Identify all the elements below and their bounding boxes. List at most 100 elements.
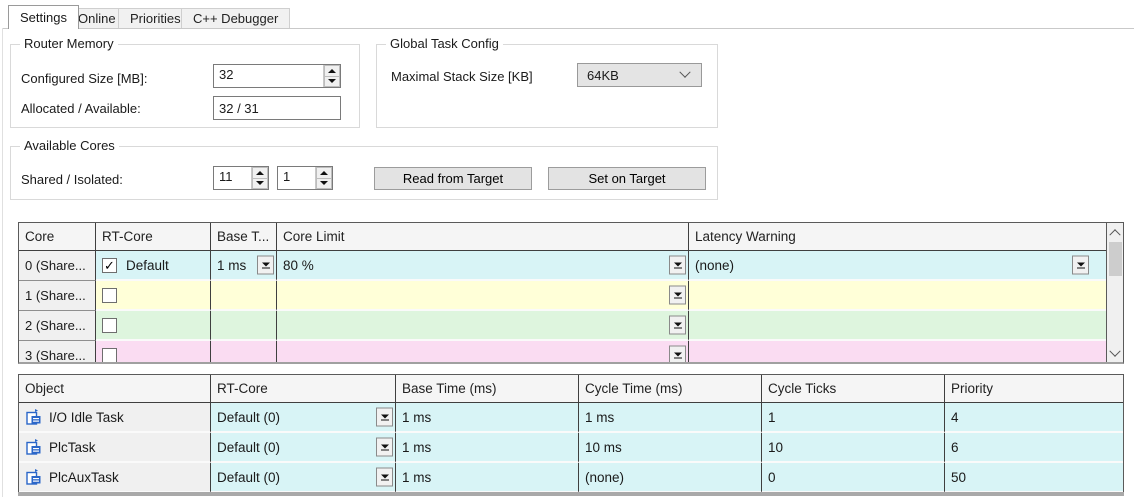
task-priority-cell[interactable]: 6 xyxy=(945,433,1123,463)
core-table-header-latency-warning[interactable]: Latency Warning xyxy=(689,223,1108,251)
task-object-cell[interactable]: PlcTask xyxy=(19,433,211,463)
task-priority-cell[interactable]: 4 xyxy=(945,403,1123,433)
task-rtcore-cell[interactable]: Default (0) xyxy=(211,433,396,463)
core-row-header[interactable]: 3 (Share... xyxy=(19,341,96,362)
spinner-up-icon[interactable] xyxy=(324,65,340,77)
configured-size-stepper[interactable]: 32 xyxy=(213,64,341,88)
set-on-target-button[interactable]: Set on Target xyxy=(548,167,706,190)
spinner-down-icon[interactable] xyxy=(252,178,268,189)
tab-settings[interactable]: Settings xyxy=(8,5,79,29)
core-table-scrollbar[interactable] xyxy=(1106,223,1123,362)
task-table-header-rt-core[interactable]: RT-Core xyxy=(211,375,396,403)
task-table-row: PlcAuxTask Default (0) 1 ms (none) 0 50 xyxy=(19,463,1123,492)
dropdown-icon[interactable] xyxy=(376,467,393,487)
task-basetime-cell[interactable]: 1 ms xyxy=(396,463,579,492)
latency-warning-value: (none) xyxy=(695,257,735,273)
dropdown-icon[interactable] xyxy=(257,255,274,275)
rtcore-checkbox[interactable]: ✓ xyxy=(102,257,117,273)
shared-cores-value[interactable]: 11 xyxy=(219,169,233,184)
core-table-header-core-limit[interactable]: Core Limit xyxy=(277,223,689,251)
latency-warning-cell[interactable] xyxy=(689,341,1108,362)
task-cycleticks-value: 10 xyxy=(768,439,784,455)
core-basetime-cell[interactable] xyxy=(211,341,277,362)
tab-online[interactable]: Online xyxy=(66,8,128,28)
latency-warning-cell[interactable] xyxy=(689,281,1108,311)
tab-cpp-debugger[interactable]: C++ Debugger xyxy=(181,8,291,28)
task-rtcore-cell[interactable]: Default (0) xyxy=(211,463,396,492)
tab-priorities[interactable]: Priorities xyxy=(118,8,193,28)
task-object-cell[interactable]: I/O Idle Task xyxy=(19,403,211,433)
core-rtcore-cell[interactable] xyxy=(96,341,211,362)
spinner-up-icon[interactable] xyxy=(316,167,332,179)
task-cycletime-cell[interactable]: 10 ms xyxy=(579,433,762,463)
available-cores-title: Available Cores xyxy=(20,138,119,153)
task-rtcore-cell[interactable]: Default (0) xyxy=(211,403,396,433)
task-cycletime-cell[interactable]: 1 ms xyxy=(579,403,762,433)
configured-size-value[interactable]: 32 xyxy=(219,67,234,82)
spinner-down-icon[interactable] xyxy=(324,76,340,87)
isolated-cores-stepper[interactable]: 1 xyxy=(277,166,333,190)
core-row-header[interactable]: 2 (Share... xyxy=(19,311,96,341)
core-row-header[interactable]: 0 (Share... xyxy=(19,251,96,281)
tab-pane-border-left xyxy=(2,28,3,497)
dropdown-icon[interactable] xyxy=(376,407,393,427)
task-priority-value: 6 xyxy=(951,439,959,455)
core-limit-cell[interactable] xyxy=(277,341,689,362)
router-memory-title: Router Memory xyxy=(20,36,118,51)
task-cycletime-value: 10 ms xyxy=(585,439,622,455)
task-table-header-cycle-ticks[interactable]: Cycle Ticks xyxy=(762,375,945,403)
task-icon xyxy=(26,408,41,425)
core-basetime-cell[interactable] xyxy=(211,281,277,311)
task-basetime-value: 1 ms xyxy=(402,409,432,425)
task-table-header: Object RT-Core Base Time (ms) Cycle Time… xyxy=(19,375,1123,403)
task-table-row: PlcTask Default (0) 1 ms 10 ms 10 6 xyxy=(19,433,1123,463)
core-table-header-core[interactable]: Core xyxy=(19,223,96,251)
rtcore-checkbox[interactable] xyxy=(102,317,117,333)
scrollbar-down-icon[interactable] xyxy=(1107,345,1124,362)
task-basetime-cell[interactable]: 1 ms xyxy=(396,403,579,433)
allocated-available-field[interactable] xyxy=(213,96,341,120)
dropdown-icon[interactable] xyxy=(669,255,686,275)
maximal-stack-size-select[interactable]: 64KB xyxy=(577,63,702,87)
spinner-down-icon[interactable] xyxy=(316,178,332,189)
dropdown-icon[interactable] xyxy=(669,345,686,362)
core-row-header[interactable]: 1 (Share... xyxy=(19,281,96,311)
latency-warning-cell[interactable]: (none) xyxy=(689,251,1108,281)
core-basetime-cell[interactable]: 1 ms xyxy=(211,251,277,281)
core-rtcore-cell[interactable]: ✓ Default xyxy=(96,251,211,281)
task-cycleticks-cell[interactable]: 0 xyxy=(762,463,945,492)
core-limit-value: 80 % xyxy=(283,257,314,273)
dropdown-icon[interactable] xyxy=(669,315,686,335)
latency-warning-cell[interactable] xyxy=(689,311,1108,341)
task-table-header-object[interactable]: Object xyxy=(19,375,211,403)
task-basetime-cell[interactable]: 1 ms xyxy=(396,433,579,463)
core-basetime-cell[interactable] xyxy=(211,311,277,341)
shared-cores-stepper[interactable]: 11 xyxy=(213,166,269,190)
core-table-header-rt-core[interactable]: RT-Core xyxy=(96,223,211,251)
dropdown-icon[interactable] xyxy=(669,285,686,305)
core-table-header-base-time[interactable]: Base T... xyxy=(211,223,277,251)
task-table-header-base-time[interactable]: Base Time (ms) xyxy=(396,375,579,403)
rtcore-checkbox[interactable] xyxy=(102,287,117,303)
task-object-cell[interactable]: PlcAuxTask xyxy=(19,463,211,492)
task-priority-cell[interactable]: 50 xyxy=(945,463,1123,492)
dropdown-icon[interactable] xyxy=(376,437,393,457)
dropdown-icon[interactable] xyxy=(1072,255,1089,275)
rtcore-checkbox[interactable] xyxy=(102,347,117,362)
configured-size-label: Configured Size [MB]: xyxy=(21,71,148,86)
task-cycletime-cell[interactable]: (none) xyxy=(579,463,762,492)
core-rtcore-cell[interactable] xyxy=(96,281,211,311)
task-cycleticks-cell[interactable]: 1 xyxy=(762,403,945,433)
scrollbar-thumb[interactable] xyxy=(1108,242,1122,276)
spinner-up-icon[interactable] xyxy=(252,167,268,179)
scrollbar-up-icon[interactable] xyxy=(1107,223,1124,240)
core-limit-cell[interactable] xyxy=(277,281,689,311)
read-from-target-button[interactable]: Read from Target xyxy=(374,167,532,190)
task-cycleticks-cell[interactable]: 10 xyxy=(762,433,945,463)
core-rtcore-cell[interactable] xyxy=(96,311,211,341)
task-table-header-cycle-time[interactable]: Cycle Time (ms) xyxy=(579,375,762,403)
core-limit-cell[interactable]: 80 % xyxy=(277,251,689,281)
isolated-cores-value[interactable]: 1 xyxy=(283,169,291,184)
core-limit-cell[interactable] xyxy=(277,311,689,341)
task-table-header-priority[interactable]: Priority xyxy=(945,375,1123,403)
